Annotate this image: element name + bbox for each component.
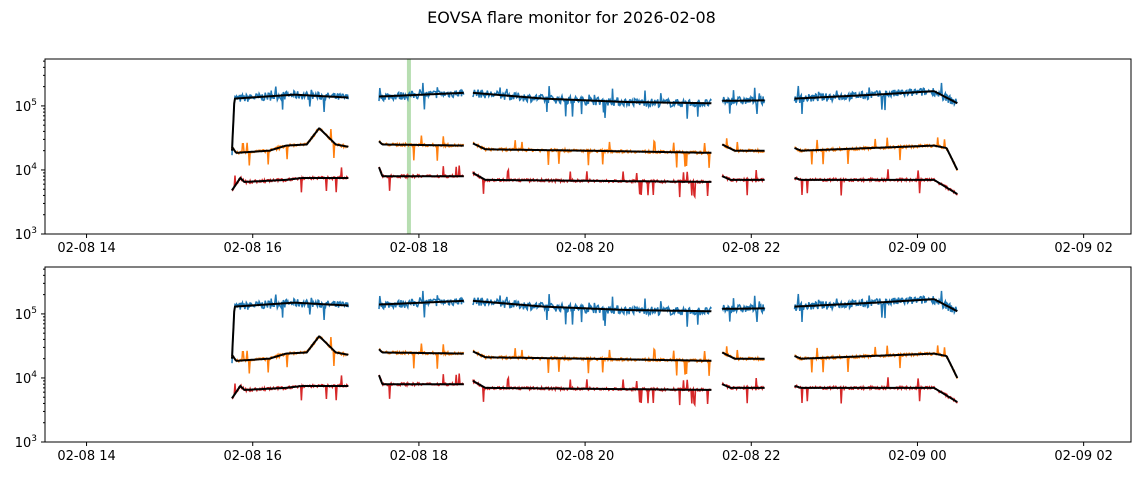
x-tick-label: 02-08 20: [556, 241, 614, 256]
series-red-line: [472, 375, 712, 408]
series-red-smoothed-line: [231, 176, 349, 191]
series-blue-line: [378, 82, 465, 110]
x-tick-label: 02-08 22: [722, 241, 780, 256]
series-red-smoothed-line: [378, 166, 464, 178]
series-red-line: [378, 373, 465, 399]
series-orange-smoothed-line: [472, 350, 712, 362]
series-orange-line: [472, 139, 712, 168]
series-blue-smoothed-line: [794, 90, 958, 105]
series-blue-line: [793, 290, 958, 323]
series-orange-line: [378, 135, 465, 161]
series-blue-smoothed-line: [472, 91, 712, 105]
series-red-smoothed-line: [794, 177, 958, 195]
series-orange-smoothed-line: [378, 348, 464, 355]
x-tick-label: 02-09 00: [888, 241, 946, 256]
series-blue-smoothed-line: [379, 91, 464, 98]
y-tick-label: 105: [15, 98, 37, 115]
x-tick-label: 02-09 02: [1054, 241, 1112, 256]
panel-top: 02-08 14 02-08 16 02-08 18 02-08 20 02-08 22…: [15, 58, 1132, 256]
series-orange-smoothed-line: [378, 140, 464, 147]
series-blue-smoothed-line: [472, 299, 712, 313]
series-blue-line: [378, 290, 465, 318]
series-red-line: [378, 165, 465, 191]
y-tick-label: 103: [15, 226, 37, 243]
series-orange-smoothed-line: [231, 335, 349, 362]
series-red-line: [721, 169, 765, 196]
axes-frame: [44, 58, 1132, 235]
x-tick-label: 02-09 02: [1054, 449, 1112, 464]
x-tick-label: 02-08 16: [224, 241, 282, 256]
x-tick-label: 02-08 22: [722, 449, 780, 464]
series-red-line: [721, 377, 765, 404]
series-orange-smoothed-line: [472, 142, 712, 154]
series-orange-line: [794, 137, 958, 171]
series-red-line: [472, 167, 712, 200]
series-red-smoothed-line: [472, 172, 712, 183]
panel-bottom: 02-08 14 02-08 16 02-08 18 02-08 20 02-08 22…: [15, 266, 1132, 464]
series-orange-smoothed-line: [794, 144, 959, 171]
series-orange-line: [794, 345, 958, 379]
series-blue-smoothed-line: [379, 299, 464, 306]
series-orange-line: [231, 335, 349, 374]
series-orange-smoothed-line: [721, 143, 765, 152]
chart-title: EOVSA flare monitor for 2026-02-08: [427, 8, 716, 27]
series-blue-smoothed-line: [231, 301, 349, 359]
series-blue-line: [793, 82, 958, 115]
series-red-smoothed-line: [794, 385, 958, 403]
y-tick-label: 104: [15, 162, 38, 179]
x-tick-label: 02-08 20: [556, 449, 614, 464]
x-tick-label: 02-08 18: [390, 241, 448, 256]
series-red-line: [793, 169, 958, 196]
series-orange-line: [472, 347, 712, 376]
x-tick-label: 02-09 00: [888, 449, 946, 464]
series-orange-smoothed-line: [231, 127, 349, 154]
series-orange-line: [231, 127, 349, 166]
series-orange-smoothed-line: [721, 351, 765, 360]
series-red-smoothed-line: [472, 380, 712, 391]
x-tick-label: 02-08 16: [224, 449, 282, 464]
series-blue-smoothed-line: [794, 298, 958, 313]
series-red-smoothed-line: [721, 175, 765, 181]
series-red-smoothed-line: [378, 374, 464, 386]
y-tick-label: 104: [15, 370, 38, 387]
x-tick-label: 02-08 14: [57, 449, 115, 464]
series-orange-line: [378, 343, 465, 369]
x-tick-label: 02-08 18: [390, 449, 448, 464]
series-red-smoothed-line: [721, 383, 765, 389]
axes-frame: [44, 266, 1132, 443]
series-red-line: [793, 377, 958, 404]
y-tick-label: 105: [15, 306, 37, 323]
series-orange-smoothed-line: [794, 352, 959, 379]
series-red-smoothed-line: [231, 384, 349, 399]
y-tick-label: 103: [15, 434, 37, 451]
x-tick-label: 02-08 14: [57, 241, 115, 256]
series-blue-smoothed-line: [231, 93, 349, 151]
